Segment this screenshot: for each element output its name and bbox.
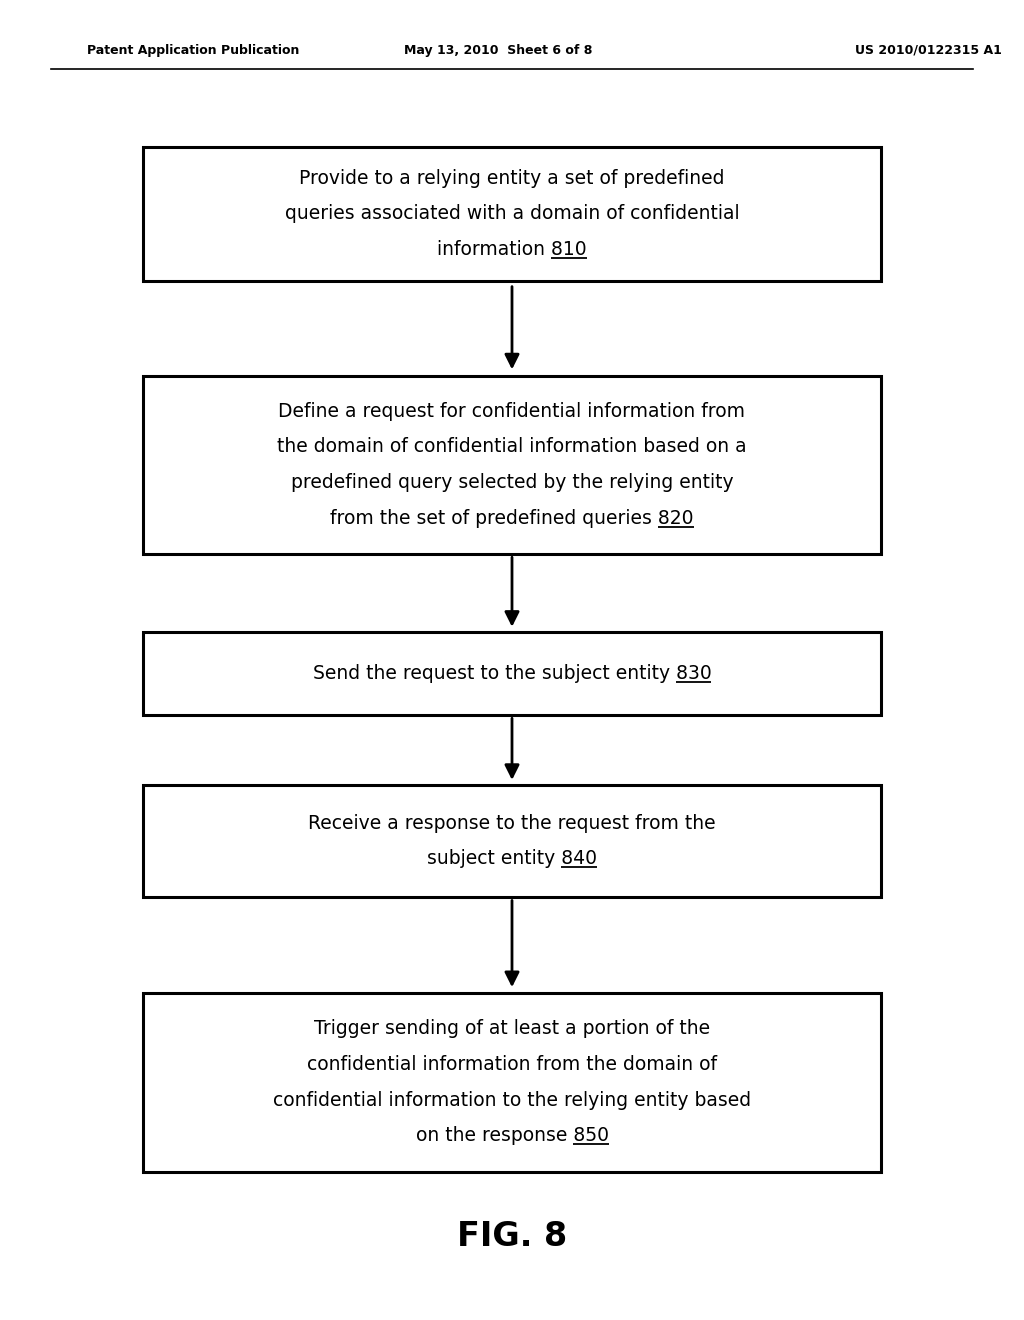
Text: from the set of predefined queries 820: from the set of predefined queries 820 — [331, 508, 693, 528]
Text: Send the request to the subject entity 830: Send the request to the subject entity 8… — [312, 664, 712, 682]
Text: predefined query selected by the relying entity: predefined query selected by the relying… — [291, 473, 733, 492]
Text: the domain of confidential information based on a: the domain of confidential information b… — [278, 437, 746, 457]
Text: queries associated with a domain of confidential: queries associated with a domain of conf… — [285, 205, 739, 223]
Text: on the response 850: on the response 850 — [416, 1126, 608, 1146]
Text: confidential information to the relying entity based: confidential information to the relying … — [273, 1090, 751, 1110]
Text: subject entity 840: subject entity 840 — [427, 849, 597, 869]
Bar — [143, 375, 881, 554]
Text: information 810: information 810 — [437, 240, 587, 259]
Text: Define a request for confidential information from: Define a request for confidential inform… — [279, 401, 745, 421]
Text: Provide to a relying entity a set of predefined: Provide to a relying entity a set of pre… — [299, 169, 725, 187]
Text: Patent Application Publication: Patent Application Publication — [87, 44, 299, 57]
Text: Receive a response to the request from the: Receive a response to the request from t… — [308, 813, 716, 833]
Text: FIG. 8: FIG. 8 — [457, 1220, 567, 1254]
Bar — [143, 784, 881, 898]
Text: confidential information from the domain of: confidential information from the domain… — [307, 1055, 717, 1074]
Text: US 2010/0122315 A1: US 2010/0122315 A1 — [855, 44, 1001, 57]
Bar — [143, 147, 881, 281]
Text: May 13, 2010  Sheet 6 of 8: May 13, 2010 Sheet 6 of 8 — [404, 44, 593, 57]
Text: Trigger sending of at least a portion of the: Trigger sending of at least a portion of… — [314, 1019, 710, 1039]
Bar — [143, 993, 881, 1172]
Bar — [143, 631, 881, 715]
